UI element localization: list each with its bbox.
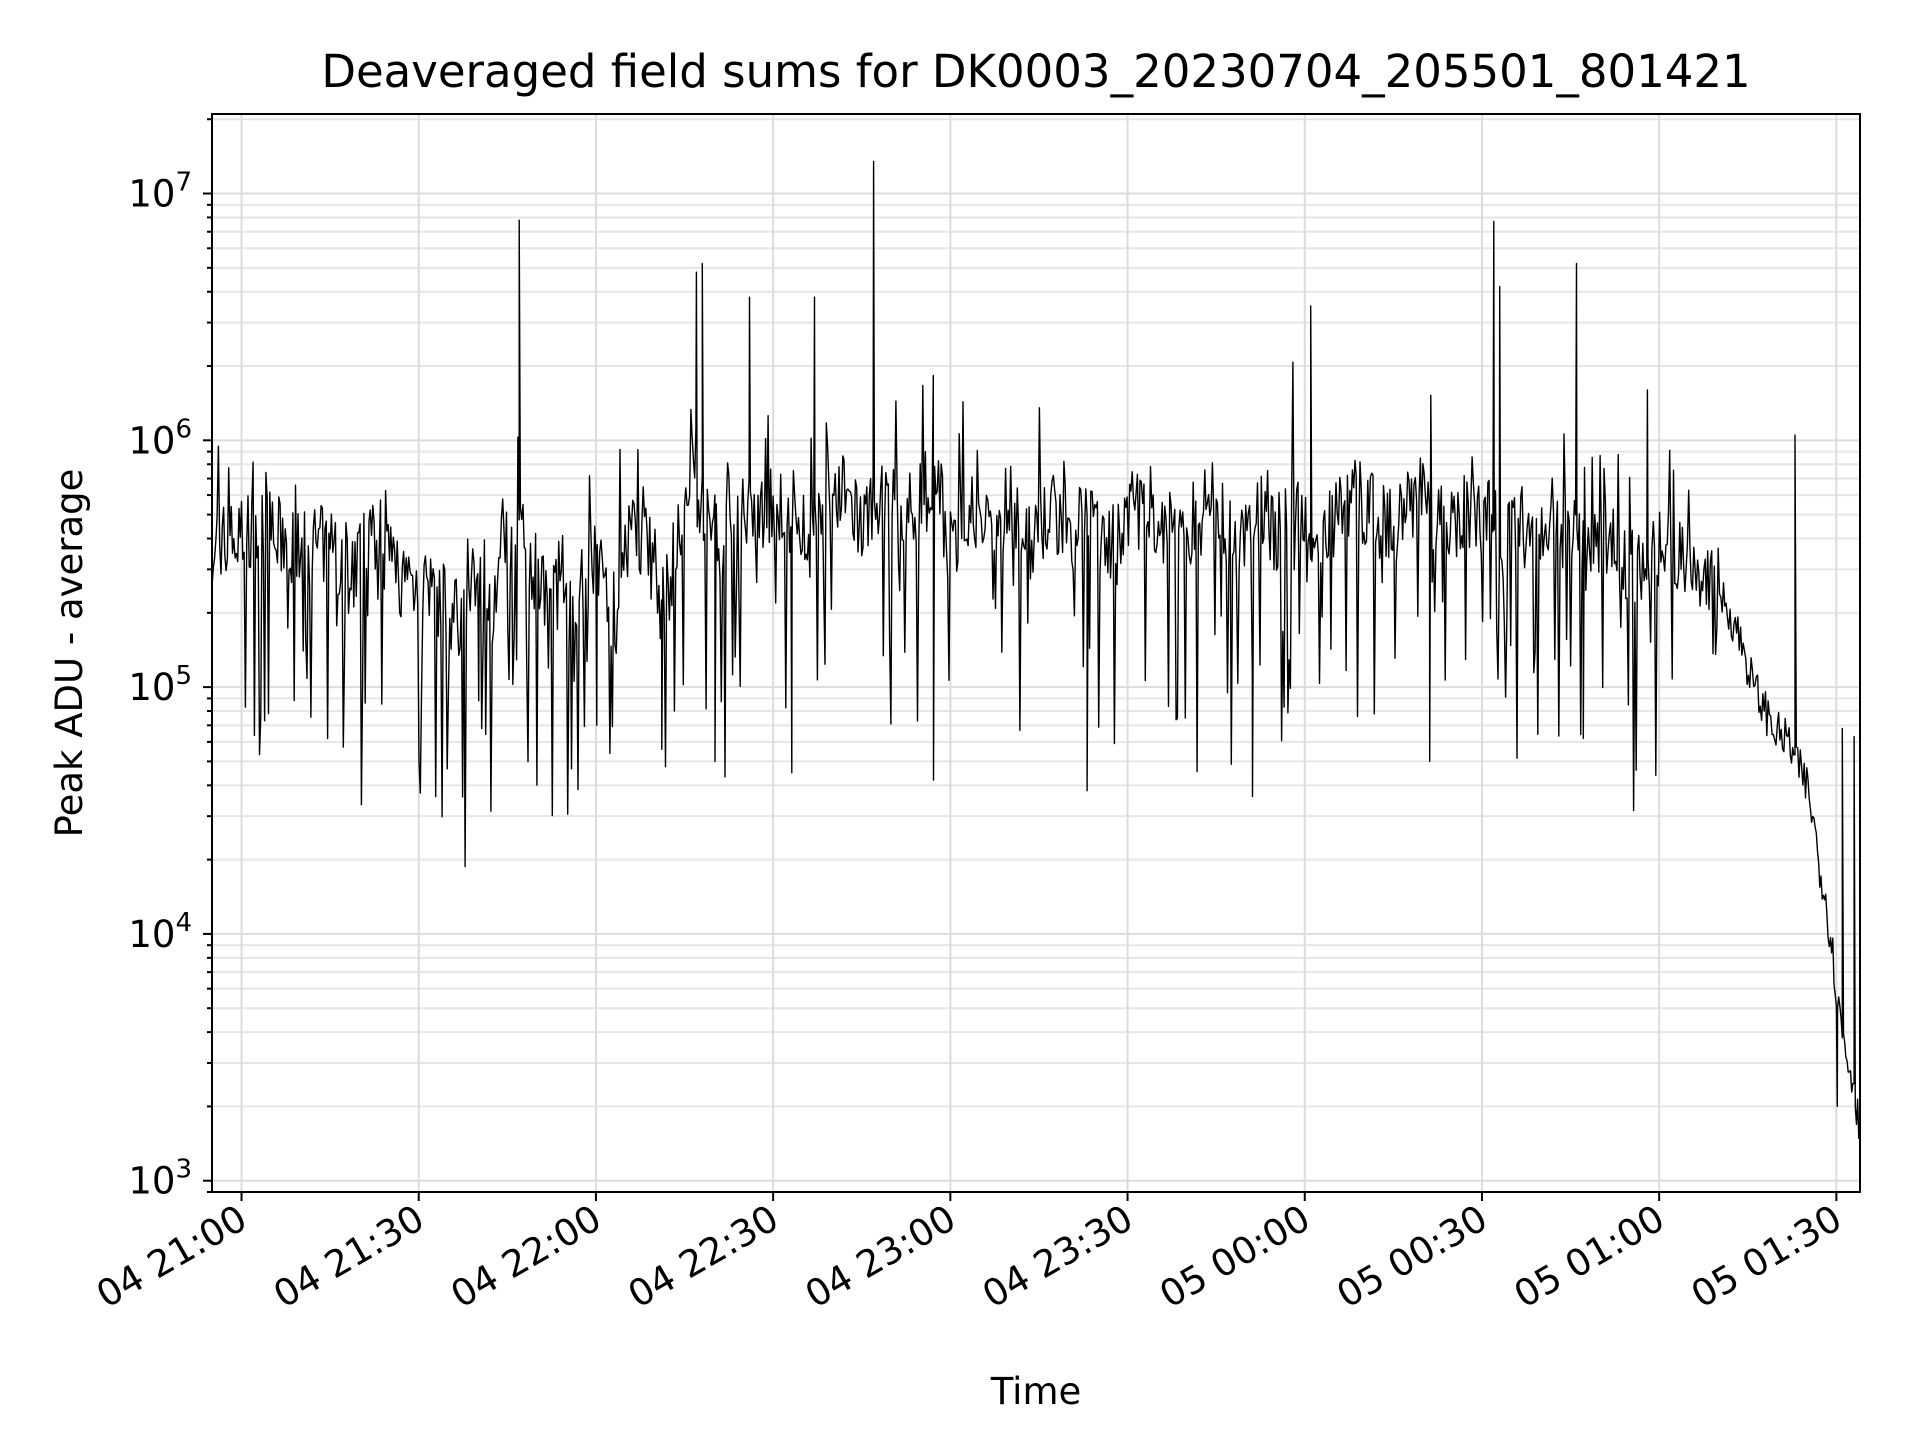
y-tick-label: 107 [128,168,192,216]
y-tick-label: 105 [128,661,192,709]
y-tick-label: 104 [128,908,192,956]
plot-frame [211,113,1861,1193]
series-layer [211,160,1861,1139]
x-axis-label: Time [990,1370,1082,1413]
y-tick-label: 103 [128,1155,192,1203]
chart-title: Deaveraged field sums for DK0003_2023070… [321,45,1750,98]
y-axis-label: Peak ADU - average [48,469,91,838]
series-line [211,160,1861,1139]
y-tick-label: 106 [128,414,192,462]
grid [212,114,1860,1193]
